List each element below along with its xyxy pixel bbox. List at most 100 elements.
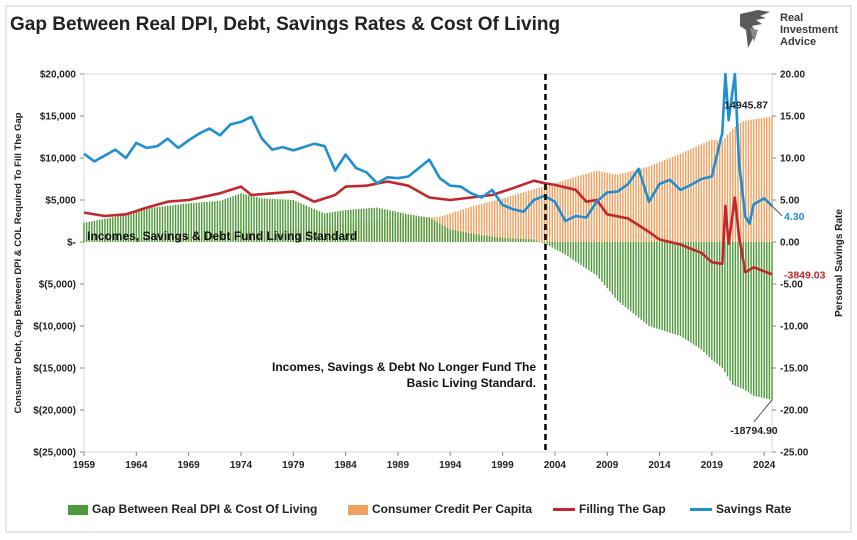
- gap-bar: [227, 198, 229, 242]
- credit-bar: [585, 173, 587, 242]
- gap-bar: [384, 209, 386, 242]
- gap-bar: [203, 202, 206, 242]
- gap-bar: [624, 242, 627, 308]
- gap-bar: [588, 242, 590, 271]
- gap-bar: [235, 195, 237, 242]
- gap-bar: [666, 242, 669, 332]
- gap-bar: [747, 242, 750, 393]
- credit-bar: [467, 207, 470, 242]
- gap-bar: [729, 242, 731, 381]
- gap-bar: [122, 214, 124, 242]
- credit-bar: [726, 134, 729, 242]
- gap-bar: [117, 216, 119, 242]
- gap-bar: [758, 242, 760, 397]
- gap-bar: [248, 195, 250, 242]
- gap-bar: [357, 209, 360, 242]
- gap-bar: [439, 223, 441, 242]
- gap-bar: [562, 242, 564, 254]
- gap-bar: [112, 217, 114, 242]
- gap-bar: [420, 216, 423, 242]
- gap-bar: [219, 200, 221, 242]
- credit-bar: [483, 203, 485, 242]
- brand-logo: Real Investment Advice: [736, 8, 846, 52]
- gap-bar: [182, 203, 185, 242]
- gap-bar: [575, 242, 577, 262]
- gap-bar: [104, 218, 106, 242]
- credit-bar: [554, 183, 556, 242]
- credit-bar: [556, 182, 559, 242]
- gap-bar: [664, 242, 666, 332]
- left-axis-title: Consumer Debt, Gap Between DPI & COL Req…: [13, 112, 24, 413]
- gap-bar: [768, 242, 771, 400]
- logo-text: Real Investment Advice: [780, 12, 838, 48]
- gap-bar: [514, 238, 517, 242]
- gap-bar: [303, 204, 305, 242]
- gap-bar: [130, 212, 132, 242]
- gap-bar: [114, 216, 117, 242]
- gap-bar: [276, 199, 279, 242]
- gap-bar: [577, 242, 580, 264]
- credit-bar: [454, 211, 457, 242]
- gap-bar: [279, 199, 281, 242]
- gap-bar: [326, 213, 329, 242]
- legend-label-savings: Savings Rate: [716, 502, 792, 516]
- credit-bar: [564, 180, 567, 242]
- gap-bar: [520, 238, 522, 242]
- gap-bar: [232, 196, 234, 242]
- credit-bar: [499, 199, 501, 242]
- legend-savings: Savings Rate: [690, 502, 791, 516]
- gap-bar: [491, 236, 493, 242]
- gap-bar: [350, 209, 352, 242]
- right-axis-tick-label: -15.00: [780, 364, 809, 375]
- credit-bar: [632, 170, 635, 242]
- credit-bar: [700, 144, 703, 242]
- gap-bar: [297, 202, 300, 242]
- credit-bar: [674, 155, 676, 242]
- gap-bar: [386, 209, 389, 242]
- gap-bar: [266, 198, 268, 242]
- credit-bar: [724, 138, 726, 242]
- credit-bar: [692, 147, 695, 242]
- filling-the-gap-line: [83, 179, 773, 276]
- gap-bar: [596, 242, 598, 276]
- credit-bar: [622, 173, 624, 242]
- credit-bar: [507, 196, 509, 242]
- credit-bar: [669, 158, 671, 242]
- gap-bar: [391, 210, 394, 242]
- gap-bar: [677, 242, 679, 336]
- x-axis-tick-label: 1964: [125, 460, 148, 471]
- right-axis-tick-label: -20.00: [780, 406, 809, 417]
- gap-bar: [708, 242, 710, 358]
- x-axis-tick-label: 2004: [544, 460, 567, 471]
- gap-bar: [91, 221, 93, 242]
- gap-bar: [250, 195, 253, 242]
- gap-bar: [261, 198, 263, 242]
- credit-bar: [546, 185, 548, 242]
- outer-border: [5, 5, 852, 533]
- credit-bar: [567, 179, 569, 242]
- gap-bar: [352, 209, 355, 242]
- gap-bar: [284, 199, 287, 242]
- credit-bar: [582, 174, 585, 242]
- gap-bar: [211, 201, 213, 242]
- gap-bar: [692, 242, 695, 345]
- note-funded: Incomes, Savings & Debt Fund Living Stan…: [87, 229, 357, 243]
- right-axis-tick-label: 5.00: [780, 196, 800, 207]
- gap-bar: [525, 239, 527, 242]
- credit-bar: [627, 172, 629, 242]
- gap-bar: [109, 217, 111, 242]
- left-axis-tick-label: $(5,000): [39, 280, 76, 291]
- credit-bar: [611, 173, 614, 242]
- gap-bar: [454, 230, 457, 242]
- gap-bar: [446, 227, 449, 242]
- gap-bar: [161, 206, 164, 242]
- credit-bar: [687, 150, 690, 242]
- gap-bar: [159, 206, 161, 242]
- credit-bar: [470, 206, 472, 242]
- x-axis-tick-label: 1984: [334, 460, 357, 471]
- credit-bar: [695, 146, 697, 242]
- credit-bar: [606, 172, 608, 242]
- gap-bar: [551, 242, 553, 248]
- x-axis-tick-label: 1999: [491, 460, 514, 471]
- leader-gap: [753, 399, 773, 423]
